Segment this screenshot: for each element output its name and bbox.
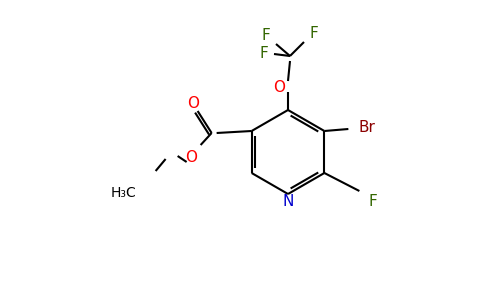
- Text: F: F: [310, 26, 318, 41]
- Text: F: F: [259, 46, 268, 62]
- Text: N: N: [282, 194, 294, 208]
- Text: O: O: [187, 97, 198, 112]
- Text: H₃C: H₃C: [111, 186, 136, 200]
- Text: F: F: [369, 194, 378, 208]
- Text: O: O: [184, 151, 197, 166]
- Text: O: O: [273, 80, 285, 95]
- Text: F: F: [262, 28, 271, 44]
- Text: Br: Br: [359, 119, 376, 134]
